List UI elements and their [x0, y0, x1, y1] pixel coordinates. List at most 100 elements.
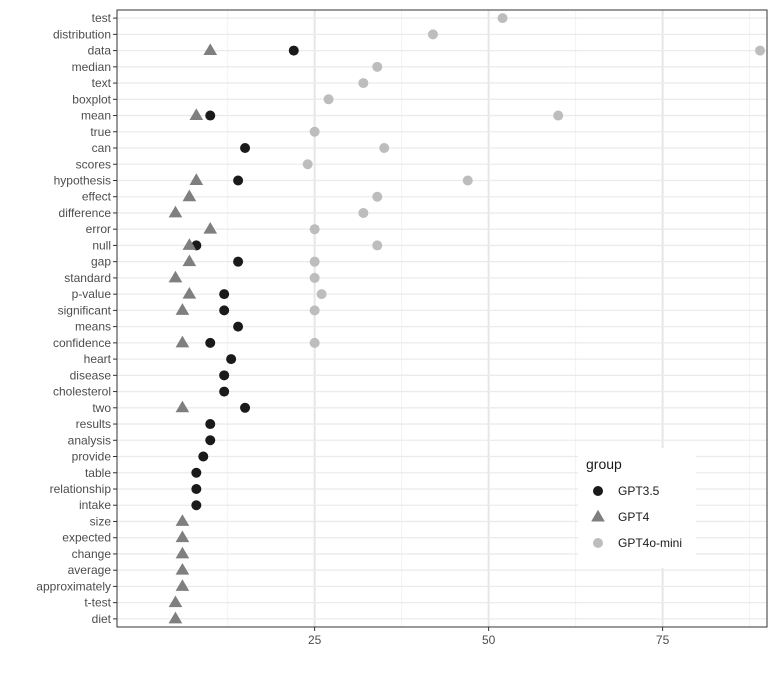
y-tick-label: relationship — [50, 482, 112, 496]
legend-box — [578, 448, 696, 568]
point-gpt3-5-cholesterol — [219, 386, 230, 397]
y-tick-label: median — [72, 60, 111, 74]
point-gpt4-data — [203, 43, 218, 56]
point-gpt4o-mini-gap — [309, 256, 320, 267]
point-gpt4-size — [175, 514, 190, 526]
y-tick-label: null — [92, 238, 111, 252]
legend-label-gpt4: GPT4 — [618, 510, 650, 524]
legend-key-gpt4 — [591, 509, 605, 522]
y-tick-label: text — [92, 76, 112, 90]
y-tick-label: confidence — [53, 336, 111, 350]
point-gpt3-5-relationship — [191, 483, 202, 494]
y-tick-label: test — [92, 11, 112, 25]
point-gpt4o-mini-can — [379, 143, 390, 154]
y-tick-label: diet — [92, 612, 112, 626]
point-gpt4o-mini-distribution — [427, 29, 438, 40]
point-gpt3-5-confidence — [205, 337, 216, 348]
point-gpt4o-mini-boxplot — [323, 94, 334, 105]
point-gpt3-5-data — [288, 45, 299, 56]
y-tick-label: can — [92, 141, 111, 155]
point-gpt4o-mini-scores — [302, 159, 313, 170]
point-gpt3-5-can — [240, 143, 251, 154]
point-gpt4-effect — [182, 189, 197, 202]
y-tick-label: cholesterol — [53, 385, 111, 399]
point-gpt4o-mini-data — [755, 45, 766, 56]
y-tick-label: two — [92, 401, 111, 415]
legend: group GPT3.5 GPT4 GPT4o-mini — [578, 448, 696, 568]
point-gpt4-significant — [175, 303, 190, 315]
y-tick-label: gap — [91, 255, 111, 269]
point-gpt4o-mini-confidence — [309, 337, 320, 348]
point-gpt4-two — [175, 400, 190, 413]
y-tick-label: average — [68, 563, 112, 577]
point-gpt4-confidence — [175, 335, 190, 348]
y-axis: test distribution data median text boxplot mea… — [36, 11, 117, 626]
point-gpt4-p-value — [182, 286, 197, 299]
point-gpt4-gap — [182, 254, 197, 267]
point-gpt3-5-table — [191, 467, 202, 478]
y-tick-label: analysis — [68, 433, 111, 447]
point-gpt4o-mini-significant — [309, 305, 320, 316]
point-gpt4-standard — [168, 270, 183, 283]
point-gpt4o-mini-effect — [372, 191, 383, 202]
y-tick-label: hypothesis — [54, 173, 111, 187]
point-gpt3-5-results — [205, 419, 216, 430]
point-gpt3-5-p-value — [219, 289, 230, 300]
point-gpt4o-mini-test — [497, 13, 508, 24]
y-tick-label: expected — [62, 531, 111, 545]
point-gpt4o-mini-standard — [309, 272, 320, 283]
y-tick-label: effect — [82, 190, 112, 204]
point-gpt4o-mini-p-value — [316, 289, 327, 300]
y-tick-label: approximately — [36, 579, 111, 593]
y-tick-label: intake — [79, 498, 111, 512]
y-tick-label: change — [72, 547, 112, 561]
point-gpt3-5-disease — [219, 370, 230, 381]
point-gpt3-5-gap — [233, 256, 244, 267]
y-tick-label: mean — [81, 109, 111, 123]
y-tick-label: true — [90, 125, 111, 139]
point-gpt4-t-test — [168, 595, 183, 608]
x-tick-label: 75 — [656, 633, 670, 647]
y-tick-label: standard — [64, 271, 111, 285]
y-tick-label: size — [90, 514, 112, 528]
point-gpt3-5-two — [240, 402, 251, 413]
y-tick-label: difference — [59, 206, 112, 220]
point-gpt4-null — [182, 238, 197, 250]
y-tick-label: heart — [84, 352, 112, 366]
legend-label-gpt3-5: GPT3.5 — [618, 484, 660, 498]
point-gpt4-mean — [189, 108, 204, 121]
point-gpt3-5-hypothesis — [233, 175, 244, 186]
point-gpt4o-mini-hypothesis — [462, 175, 473, 186]
y-tick-label: means — [75, 320, 111, 334]
point-gpt4-diet — [168, 611, 183, 624]
point-gpt3-5-heart — [226, 354, 237, 365]
y-tick-label: t-test — [84, 596, 111, 610]
point-gpt4o-mini-difference — [358, 207, 369, 218]
data-points — [168, 13, 766, 624]
y-tick-label: significant — [58, 303, 112, 317]
point-gpt4o-mini-text — [358, 78, 369, 89]
legend-key-gpt4o-mini — [593, 538, 603, 548]
point-gpt4o-mini-true — [309, 126, 320, 137]
point-gpt4o-mini-mean — [553, 110, 564, 121]
x-axis: 25 50 75 — [308, 627, 670, 647]
point-gpt4-approximately — [175, 579, 190, 591]
point-gpt4-change — [175, 546, 190, 559]
legend-title: group — [586, 456, 622, 472]
point-gpt3-5-mean — [205, 110, 216, 121]
y-tick-label: disease — [70, 368, 112, 382]
y-tick-label: provide — [72, 450, 112, 464]
point-gpt4-difference — [168, 205, 183, 218]
y-tick-label: scores — [76, 157, 111, 171]
y-tick-label: table — [85, 466, 111, 480]
legend-key-gpt3-5 — [593, 486, 603, 496]
point-gpt4o-mini-median — [372, 61, 383, 72]
point-gpt4-average — [175, 562, 190, 575]
point-gpt3-5-analysis — [205, 435, 216, 446]
y-tick-label: data — [88, 44, 112, 58]
y-tick-label: boxplot — [72, 92, 111, 106]
legend-label-gpt4o-mini: GPT4o-mini — [618, 536, 682, 550]
x-tick-label: 25 — [308, 633, 322, 647]
